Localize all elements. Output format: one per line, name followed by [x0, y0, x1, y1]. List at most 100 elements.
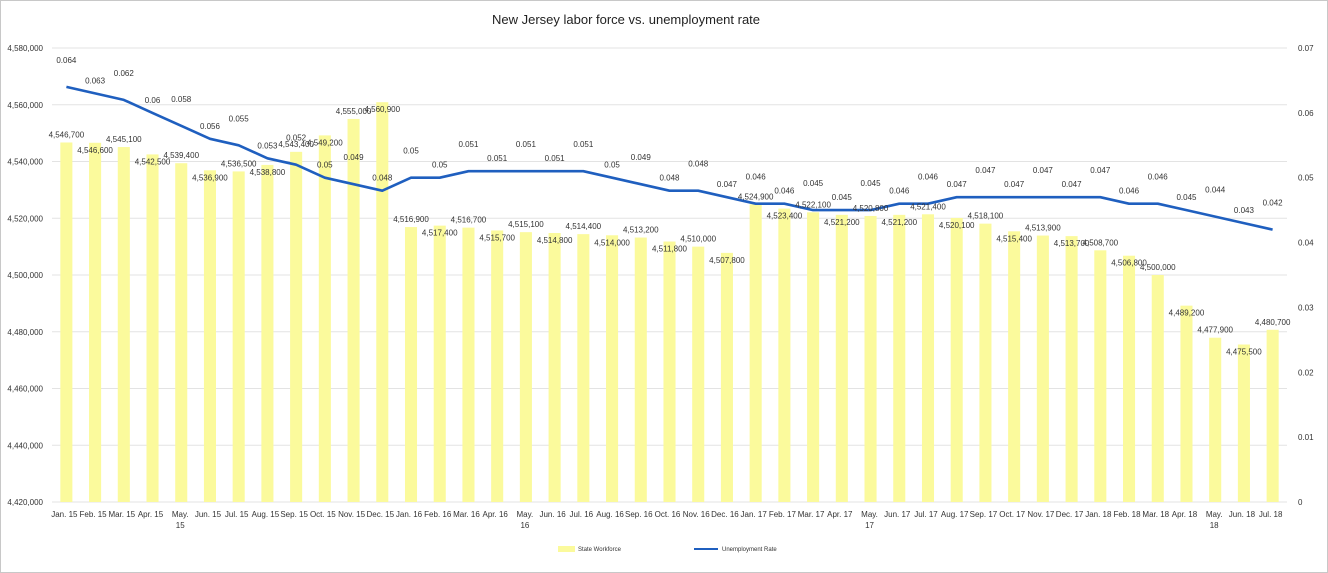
bar-data-label: 4,538,800 [250, 168, 286, 177]
axes: 4,420,000 4,440,000 4,460,000 4,480,000 4,50… [7, 44, 1314, 530]
line-data-label: 0.043 [1234, 206, 1255, 215]
bar [290, 151, 303, 503]
bar-data-label: 4,549,200 [307, 138, 343, 147]
bar [749, 204, 762, 502]
line-data-label: 0.051 [545, 154, 566, 163]
line-data-label: 0.05 [432, 161, 448, 170]
x-axis-tick-label: Feb. 15 [80, 510, 108, 519]
right-axis-tick-label: 0.04 [1298, 239, 1314, 248]
bar-data-label: 4,514,800 [537, 236, 573, 245]
line-data-label: 0.049 [631, 153, 652, 162]
bar-data-label: 4,513,200 [623, 226, 659, 235]
x-axis-tick-label: Aug. 16 [596, 510, 624, 519]
bar-data-label: 4,546,600 [77, 146, 113, 155]
bar [864, 215, 877, 503]
x-axis-tick-label: Jun. 17 [884, 510, 911, 519]
bar-data-label: 4,521,200 [824, 218, 860, 227]
bar [692, 246, 705, 502]
bar-data-label: 4,555,000 [336, 107, 372, 116]
x-axis-tick-label: Jul. 15 [225, 510, 249, 519]
bar-data-label: 4,520,800 [853, 204, 889, 213]
bar-data-label: 4,518,100 [968, 212, 1004, 221]
bar [893, 214, 906, 502]
line-data-label: 0.046 [1148, 173, 1169, 182]
x-axis-tick-label: Feb. 17 [769, 510, 797, 519]
bar-data-label: 4,520,100 [939, 221, 975, 230]
x-axis-tick-label: Jan. 16 [396, 510, 423, 519]
bar [146, 154, 159, 502]
bar [835, 214, 848, 502]
bar-data-label: 4,545,100 [106, 135, 142, 144]
x-axis-tick-label: Mar. 17 [798, 510, 825, 519]
x-axis-tick-label: 18 [1210, 521, 1219, 530]
x-axis-tick-label: Oct. 17 [999, 510, 1025, 519]
bar-data-label: 4,507,800 [709, 256, 745, 265]
bar-data-label: 4,515,700 [479, 233, 515, 242]
line-data-label: 0.05 [317, 161, 333, 170]
bar-data-label: 4,514,400 [566, 222, 602, 231]
x-axis-tick-label: May. [172, 510, 189, 519]
x-axis-tick-label: 15 [176, 521, 185, 530]
bar-data-label: 4,516,900 [393, 215, 429, 224]
bar-series [60, 102, 1279, 503]
bar-data-label: 4,536,500 [221, 159, 257, 168]
bar [203, 170, 216, 502]
bar [778, 208, 791, 503]
bar-data-label: 4,516,700 [451, 216, 487, 225]
line-data-label: 0.042 [1263, 199, 1284, 208]
line-data-label: 0.047 [1004, 180, 1025, 189]
x-axis-tick-label: Jun. 18 [1229, 510, 1256, 519]
bar [433, 225, 446, 502]
bar-data-label: 4,500,000 [1140, 263, 1176, 272]
bar [634, 237, 647, 503]
bar-data-label: 4,546,700 [49, 130, 85, 139]
line-data-label: 0.047 [1033, 166, 1054, 175]
line-data-label: 0.045 [861, 179, 882, 188]
right-axis-tick-label: 0.03 [1298, 303, 1314, 312]
x-axis-tick-label: May. [861, 510, 878, 519]
line-data-label: 0.062 [114, 69, 135, 78]
line-data-label: 0.045 [832, 193, 853, 202]
bar-data-label: 4,510,000 [680, 235, 716, 244]
bar-data-label: 4,560,900 [364, 105, 400, 114]
line-data-label: 0.045 [1176, 193, 1197, 202]
bar [1151, 275, 1164, 502]
bar [376, 102, 389, 502]
bar-data-label: 4,542,500 [135, 157, 171, 166]
bar-data-label: 4,539,400 [163, 151, 199, 160]
line-data-label: 0.047 [975, 166, 996, 175]
x-axis-tick-label: Jan. 17 [741, 510, 768, 519]
x-axis-tick-label: Sep. 17 [970, 510, 998, 519]
bar-data-label: 4,523,400 [767, 212, 803, 221]
x-axis-tick-label: Aug. 15 [252, 510, 280, 519]
x-axis-tick-label: Dec. 16 [711, 510, 739, 519]
data-labels: 4,546,7004,546,6004,545,1004,542,5004,53… [49, 56, 1291, 357]
line-data-label: 0.046 [889, 187, 910, 196]
bar [1036, 235, 1049, 502]
bar [577, 234, 590, 502]
left-axis-tick-label: 4,420,000 [7, 498, 43, 507]
x-axis-tick-label: 17 [865, 521, 874, 530]
x-axis-tick-label: Jun. 15 [195, 510, 222, 519]
left-axis-tick-label: 4,520,000 [7, 214, 43, 223]
bar [950, 217, 963, 502]
bar [404, 227, 418, 502]
bar-data-label: 4,521,400 [910, 202, 946, 211]
left-axis-tick-label: 4,440,000 [7, 441, 43, 450]
x-axis-tick-label: Sep. 16 [625, 510, 653, 519]
bar-data-label: 4,480,700 [1255, 318, 1291, 327]
bar [720, 252, 733, 502]
left-axis-tick-label: 4,500,000 [7, 271, 43, 280]
bar [1094, 250, 1107, 502]
bar [347, 118, 360, 502]
bar-data-label: 4,508,700 [1083, 238, 1119, 247]
bar [1237, 344, 1250, 502]
legend-label-workforce: State Workforce [578, 547, 622, 553]
left-axis-tick-label: 4,540,000 [7, 158, 43, 167]
line-data-label: 0.048 [372, 174, 393, 183]
x-axis-tick-label: Feb. 18 [1113, 510, 1141, 519]
x-axis-tick-label: Nov. 15 [338, 510, 366, 519]
bar-data-label: 4,506,800 [1111, 259, 1147, 268]
x-axis-tick-label: Apr. 15 [138, 510, 164, 519]
